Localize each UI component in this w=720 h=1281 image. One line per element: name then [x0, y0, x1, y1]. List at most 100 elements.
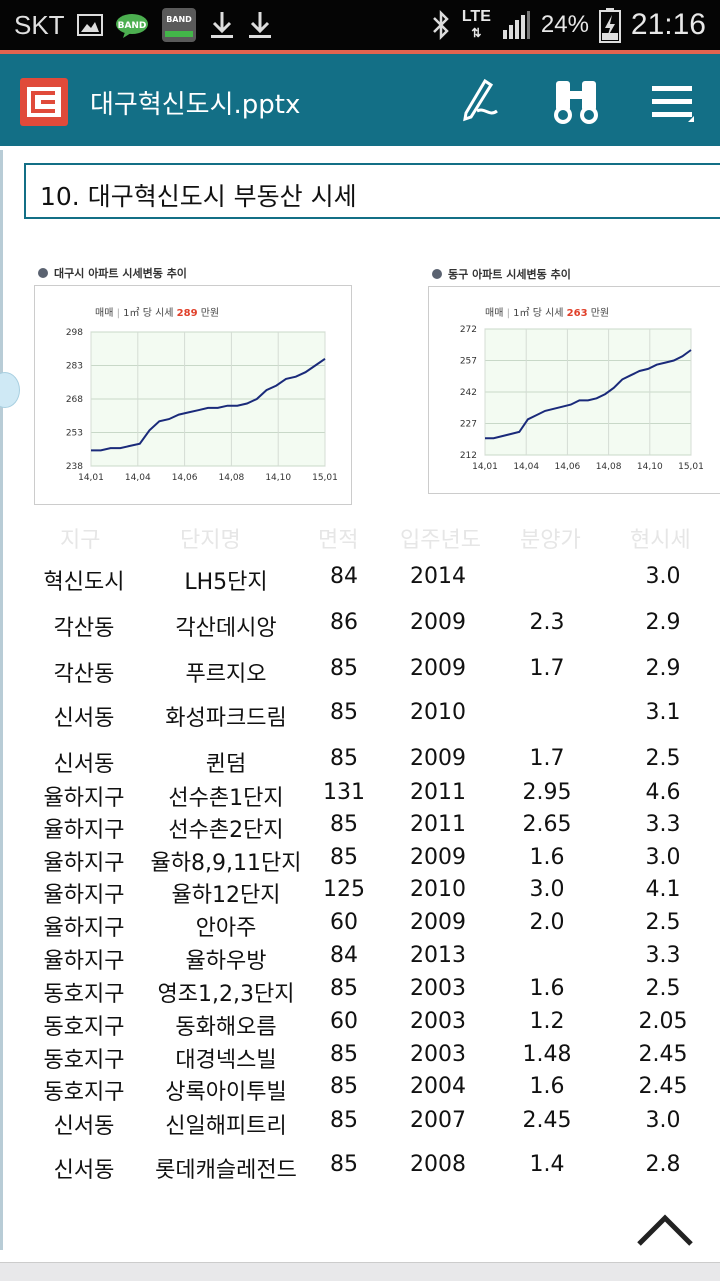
- cell-district: 신서동: [53, 752, 115, 777]
- cell-initial: 1.7: [529, 746, 565, 771]
- header-current: 현시세: [630, 528, 691, 553]
- x-tick-label: 14,04: [125, 473, 151, 483]
- document-title: 대구혁신도시.pptx: [90, 90, 301, 120]
- cell-current: 2.5: [645, 976, 681, 1001]
- y-tick-label: 242: [460, 388, 477, 398]
- cell-area: 86: [330, 610, 358, 635]
- table-row: 율하지구 율하우방 84 2013 3.3: [0, 943, 720, 977]
- cell-initial: 1.6: [529, 845, 565, 870]
- cell-year: 2008: [410, 1152, 466, 1177]
- cell-current: 2.05: [638, 1009, 688, 1034]
- cell-complex: 안아주: [195, 916, 257, 941]
- app-toolbar: 대구혁신도시.pptx: [0, 50, 720, 146]
- table-row: 신서동 퀸덤 85 2009 1.7 2.5: [0, 746, 720, 780]
- cell-area: 60: [330, 1009, 358, 1034]
- download-icon: [248, 12, 271, 38]
- cell-area: 85: [330, 812, 358, 837]
- download-icon: [210, 12, 233, 38]
- chart-price-label: 매매: [95, 308, 114, 319]
- chart-caption-donggu: 동구 아파트 시세변동 추이: [432, 266, 571, 282]
- cell-district: 신서동: [53, 1114, 115, 1139]
- table-row: 각산동 푸르지오 85 2009 1.7 2.9: [0, 656, 720, 690]
- pen-button[interactable]: [452, 74, 508, 130]
- x-tick-label: 14,08: [596, 462, 622, 472]
- menu-button[interactable]: [644, 74, 700, 130]
- series-line: [91, 357, 326, 452]
- cell-current: 3.3: [645, 812, 681, 837]
- cell-current: 2.45: [638, 1042, 688, 1067]
- y-tick-label: 268: [66, 395, 83, 405]
- table-row: 신서동 롯데캐슬레전드 85 2008 1.4 2.8: [0, 1152, 720, 1186]
- slide-edge: [0, 150, 3, 1250]
- table-row: 율하지구 선수촌1단지 131 2011 2.95 4.6: [0, 780, 720, 814]
- cell-year: 2003: [410, 976, 466, 1001]
- line-chart-daegu: 238 253 268 283 298 14,01 14,04 14,06 14,08 14,10…: [66, 328, 338, 483]
- cell-current: 2.9: [645, 610, 681, 635]
- cell-district: 율하지구: [43, 949, 125, 974]
- cell-complex: 선수촌1단지: [168, 786, 284, 811]
- cell-complex: 율하12단지: [171, 883, 281, 908]
- table-row: 신서동 신일해피트리 85 2007 2.45 3.0: [0, 1108, 720, 1142]
- chart-price-value: 263: [566, 308, 588, 319]
- table-row: 동호지구 상록아이투빌 85 2004 1.6 2.45: [0, 1074, 720, 1108]
- table-row: 동호지구 대경넥스빌 85 2003 1.48 2.45: [0, 1042, 720, 1076]
- line-chart-donggu: 212 227 242 257 272 14,01 14,04 14,06 14,08 14,10…: [460, 325, 704, 472]
- cell-year: 2007: [410, 1108, 466, 1133]
- x-tick-label: 14,06: [172, 473, 198, 483]
- find-button[interactable]: [548, 74, 604, 130]
- y-tick-label: 298: [66, 328, 83, 338]
- cell-initial: 1.2: [529, 1009, 565, 1034]
- header-complex: 단지명: [180, 528, 241, 553]
- table-row: 혁신도시 LH5단지 84 2014 3.0: [0, 564, 720, 598]
- cell-area: 85: [330, 1042, 358, 1067]
- y-tick-label: 257: [460, 357, 477, 367]
- chart-price-unit: 1㎡ 당 시세: [513, 308, 564, 319]
- chart-price-suffix: 만원: [590, 308, 610, 319]
- cell-current: 4.1: [645, 877, 681, 902]
- cell-area: 85: [330, 1152, 358, 1177]
- cell-year: 2014: [410, 564, 466, 589]
- x-tick-label: 14,04: [513, 462, 539, 472]
- cell-district: 동호지구: [43, 1015, 125, 1040]
- cell-current: 3.0: [645, 1108, 681, 1133]
- chevron-up-icon: [637, 1214, 693, 1246]
- cell-complex: 화성파크드림: [165, 706, 287, 731]
- status-bar: SKT BAND BAND LTE ⇅ 24% 21:16: [0, 0, 720, 50]
- binoculars-icon: [554, 81, 598, 124]
- cell-area: 85: [330, 845, 358, 870]
- cell-current: 2.5: [645, 746, 681, 771]
- svg-text:BAND: BAND: [117, 21, 146, 31]
- y-tick-label: 253: [66, 429, 83, 439]
- chart-price-unit: 1㎡ 당 시세: [123, 308, 174, 319]
- cell-area: 84: [330, 943, 358, 968]
- cell-complex: 각산데시앙: [175, 616, 277, 641]
- battery-percent: 24%: [540, 11, 589, 38]
- cell-district: 율하지구: [43, 818, 125, 843]
- cell-current: 3.0: [645, 845, 681, 870]
- cell-current: 2.9: [645, 656, 681, 681]
- bullet-icon: [432, 269, 442, 279]
- page-scroll-handle[interactable]: [0, 372, 20, 408]
- cell-district: 혁신도시: [43, 570, 125, 595]
- scroll-to-top-button[interactable]: [636, 1212, 694, 1248]
- app-logo-icon[interactable]: [20, 78, 68, 126]
- cell-district: 율하지구: [43, 851, 125, 876]
- x-tick-label: 14,06: [555, 462, 581, 472]
- cell-year: 2003: [410, 1009, 466, 1034]
- cell-district: 동호지구: [43, 1048, 125, 1073]
- cell-district: 율하지구: [43, 883, 125, 908]
- x-tick-label: 14,01: [78, 473, 104, 483]
- header-area: 면적: [318, 528, 359, 553]
- cell-complex: 퀸덤: [205, 752, 247, 777]
- cell-current: 3.3: [645, 943, 681, 968]
- battery-charging-icon: [598, 8, 621, 43]
- cell-area: 85: [330, 700, 358, 725]
- carrier-label: SKT: [14, 9, 65, 40]
- y-tick-label: 212: [460, 451, 477, 461]
- x-tick-label: 15,01: [312, 473, 338, 483]
- cell-area: 131: [323, 780, 365, 805]
- cell-complex: 영조1,2,3단지: [157, 982, 295, 1007]
- series-line: [485, 349, 692, 440]
- cell-complex: 롯데캐슬레전드: [155, 1158, 297, 1183]
- cell-area: 85: [330, 746, 358, 771]
